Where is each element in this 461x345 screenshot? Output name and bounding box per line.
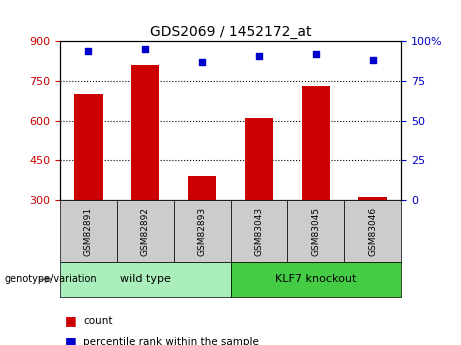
- Text: count: count: [83, 316, 112, 326]
- Point: [198, 59, 206, 65]
- Bar: [74, 94, 102, 200]
- Bar: [358, 197, 387, 200]
- Point: [312, 51, 319, 57]
- Bar: [131, 65, 160, 200]
- Text: GSM82891: GSM82891: [84, 207, 93, 256]
- Text: genotype/variation: genotype/variation: [5, 275, 97, 284]
- Text: wild type: wild type: [120, 275, 171, 284]
- Text: GSM83043: GSM83043: [254, 207, 263, 256]
- Text: ■: ■: [65, 314, 76, 327]
- Text: GSM83046: GSM83046: [368, 207, 377, 256]
- Text: percentile rank within the sample: percentile rank within the sample: [83, 337, 259, 345]
- Title: GDS2069 / 1452172_at: GDS2069 / 1452172_at: [150, 25, 311, 39]
- Point: [142, 47, 149, 52]
- Bar: [301, 86, 330, 200]
- Point: [255, 53, 263, 58]
- Text: ■: ■: [65, 335, 76, 345]
- Bar: [245, 118, 273, 200]
- Text: GSM83045: GSM83045: [311, 207, 320, 256]
- Text: KLF7 knockout: KLF7 knockout: [275, 275, 356, 284]
- Point: [369, 58, 376, 63]
- Point: [85, 48, 92, 54]
- Text: GSM82892: GSM82892: [141, 207, 150, 256]
- Text: GSM82893: GSM82893: [198, 207, 207, 256]
- Bar: [188, 176, 216, 200]
